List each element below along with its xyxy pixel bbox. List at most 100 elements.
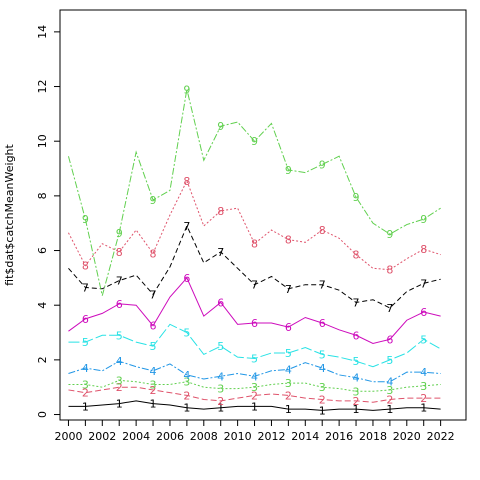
- series-7-point: 7: [285, 283, 292, 296]
- series-9-point: 9: [251, 135, 258, 148]
- series-3-point: 3: [82, 378, 89, 391]
- series-7-point: 7: [353, 296, 360, 309]
- series-line-8: [68, 179, 441, 271]
- y-tick-label: 8: [36, 192, 49, 199]
- series-2-point: 2: [251, 389, 258, 402]
- x-tick-label: 2016: [325, 430, 353, 443]
- series-7-point: 7: [386, 302, 393, 315]
- y-tick-label: 2: [36, 356, 49, 363]
- series-1-point: 1: [420, 402, 427, 415]
- x-tick-label: 2014: [291, 430, 319, 443]
- series-3-point: 3: [386, 384, 393, 397]
- series-7-point: 7: [150, 288, 157, 301]
- series-3-point: 3: [150, 378, 157, 391]
- series-1-point: 1: [183, 402, 190, 415]
- y-tick-label: 14: [36, 25, 49, 39]
- series-8-point: 8: [150, 247, 157, 260]
- series-8-point: 8: [251, 238, 258, 251]
- series-1-point: 1: [150, 398, 157, 411]
- y-tick-label: 0: [36, 411, 49, 418]
- series-line-4: [68, 360, 441, 383]
- series-5-point: 5: [251, 353, 258, 366]
- x-tick-label: 2010: [224, 430, 252, 443]
- series-2-point: 2: [82, 387, 89, 400]
- x-tick-label: 2012: [257, 430, 285, 443]
- series-8-point: 8: [82, 260, 89, 273]
- series-5-point: 5: [353, 355, 360, 368]
- series-2-point: 2: [150, 384, 157, 397]
- series-3-point: 3: [353, 385, 360, 398]
- series-2-point: 2: [116, 381, 123, 394]
- series-5-point: 5: [420, 333, 427, 346]
- series-3-point: 3: [285, 377, 292, 390]
- series-1-point: 1: [319, 404, 326, 417]
- series-7-point: 7: [420, 277, 427, 290]
- series-3-point: 3: [183, 376, 190, 389]
- series-5-point: 5: [285, 347, 292, 360]
- series-6-point: 6: [386, 333, 393, 346]
- series-9-point: 9: [82, 213, 89, 226]
- series-8-point: 8: [353, 249, 360, 262]
- series-1-point: 1: [82, 400, 89, 413]
- series-4-point: 4: [285, 363, 292, 376]
- series-6-point: 6: [150, 320, 157, 333]
- series-4-point: 4: [150, 365, 157, 378]
- series-1-point: 1: [353, 403, 360, 416]
- series-line-6: [68, 276, 441, 344]
- series-3-point: 3: [217, 383, 224, 396]
- series-9-point: 9: [217, 120, 224, 133]
- series-5-point: 5: [183, 327, 190, 340]
- x-tick-label: 2006: [156, 430, 184, 443]
- series-8-point: 8: [319, 224, 326, 237]
- series-4-point: 4: [386, 376, 393, 389]
- series-2-point: 2: [319, 394, 326, 407]
- x-tick-label: 2018: [359, 430, 387, 443]
- series-6-point: 6: [420, 306, 427, 319]
- series-5-point: 5: [217, 340, 224, 353]
- series-2-point: 2: [285, 389, 292, 402]
- series-2-point: 2: [386, 394, 393, 407]
- x-tick-label: 2002: [88, 430, 116, 443]
- series-7-point: 7: [116, 275, 123, 288]
- y-axis: 0 2 4 6 8 10 12 14: [36, 25, 60, 418]
- series-7-point: 7: [319, 279, 326, 292]
- series-9-point: 9: [420, 213, 427, 226]
- y-tick-label: 10: [36, 134, 49, 148]
- series-3-point: 3: [319, 381, 326, 394]
- series-6-point: 6: [116, 298, 123, 311]
- series-5-point: 5: [82, 336, 89, 349]
- series-7-point: 7: [183, 220, 190, 233]
- series-3-point: 3: [251, 381, 258, 394]
- series-6-point: 6: [183, 272, 190, 285]
- series-1-point: 1: [386, 403, 393, 416]
- series-3-point: 3: [420, 380, 427, 393]
- series-8-point: 8: [116, 246, 123, 259]
- series-4-point: 4: [353, 372, 360, 385]
- y-tick-label: 12: [36, 80, 49, 94]
- x-tick-label: 2020: [393, 430, 421, 443]
- series-4-point: 4: [217, 370, 224, 383]
- series-4-point: 4: [116, 355, 123, 368]
- series-6-point: 6: [217, 296, 224, 309]
- series-3-point: 3: [116, 374, 123, 387]
- x-tick-label: 2008: [190, 430, 218, 443]
- plot-frame: [59, 9, 467, 421]
- series-1-point: 1: [116, 398, 123, 411]
- series-9-point: 9: [183, 83, 190, 96]
- series-6-point: 6: [82, 313, 89, 326]
- series-8-point: 8: [386, 264, 393, 277]
- series-4-point: 4: [251, 370, 258, 383]
- series-line-9: [67, 89, 441, 296]
- series-1-point: 1: [285, 403, 292, 416]
- x-tick-label: 2004: [122, 430, 150, 443]
- series-6-point: 6: [353, 329, 360, 342]
- y-tick-label: 6: [36, 247, 49, 254]
- y-tick-label: 4: [36, 302, 49, 309]
- series-9-point: 9: [285, 164, 292, 177]
- series-2-point: 2: [183, 389, 190, 402]
- series-4-point: 4: [420, 366, 427, 379]
- series-5-point: 5: [386, 354, 393, 367]
- series-line-5: [68, 323, 441, 368]
